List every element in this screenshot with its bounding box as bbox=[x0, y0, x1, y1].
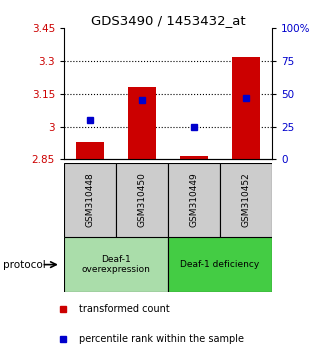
Bar bbox=[168, 237, 272, 292]
Text: GSM310452: GSM310452 bbox=[242, 173, 251, 227]
Bar bbox=[116, 163, 168, 237]
Text: GSM310449: GSM310449 bbox=[189, 173, 198, 227]
Text: GSM310448: GSM310448 bbox=[85, 173, 94, 227]
Bar bbox=[232, 57, 260, 159]
Bar bbox=[220, 163, 272, 237]
Bar bbox=[128, 87, 156, 159]
Text: percentile rank within the sample: percentile rank within the sample bbox=[79, 333, 244, 343]
Text: transformed count: transformed count bbox=[79, 304, 169, 314]
Bar bbox=[64, 163, 116, 237]
Text: Deaf-1 deficiency: Deaf-1 deficiency bbox=[180, 260, 260, 269]
Bar bbox=[180, 156, 208, 159]
Text: Deaf-1
overexpression: Deaf-1 overexpression bbox=[82, 255, 150, 274]
Bar bbox=[168, 163, 220, 237]
Text: GSM310450: GSM310450 bbox=[138, 172, 147, 228]
Text: protocol: protocol bbox=[3, 259, 46, 270]
Title: GDS3490 / 1453432_at: GDS3490 / 1453432_at bbox=[91, 14, 245, 27]
Bar bbox=[64, 237, 168, 292]
Bar bbox=[76, 142, 104, 159]
